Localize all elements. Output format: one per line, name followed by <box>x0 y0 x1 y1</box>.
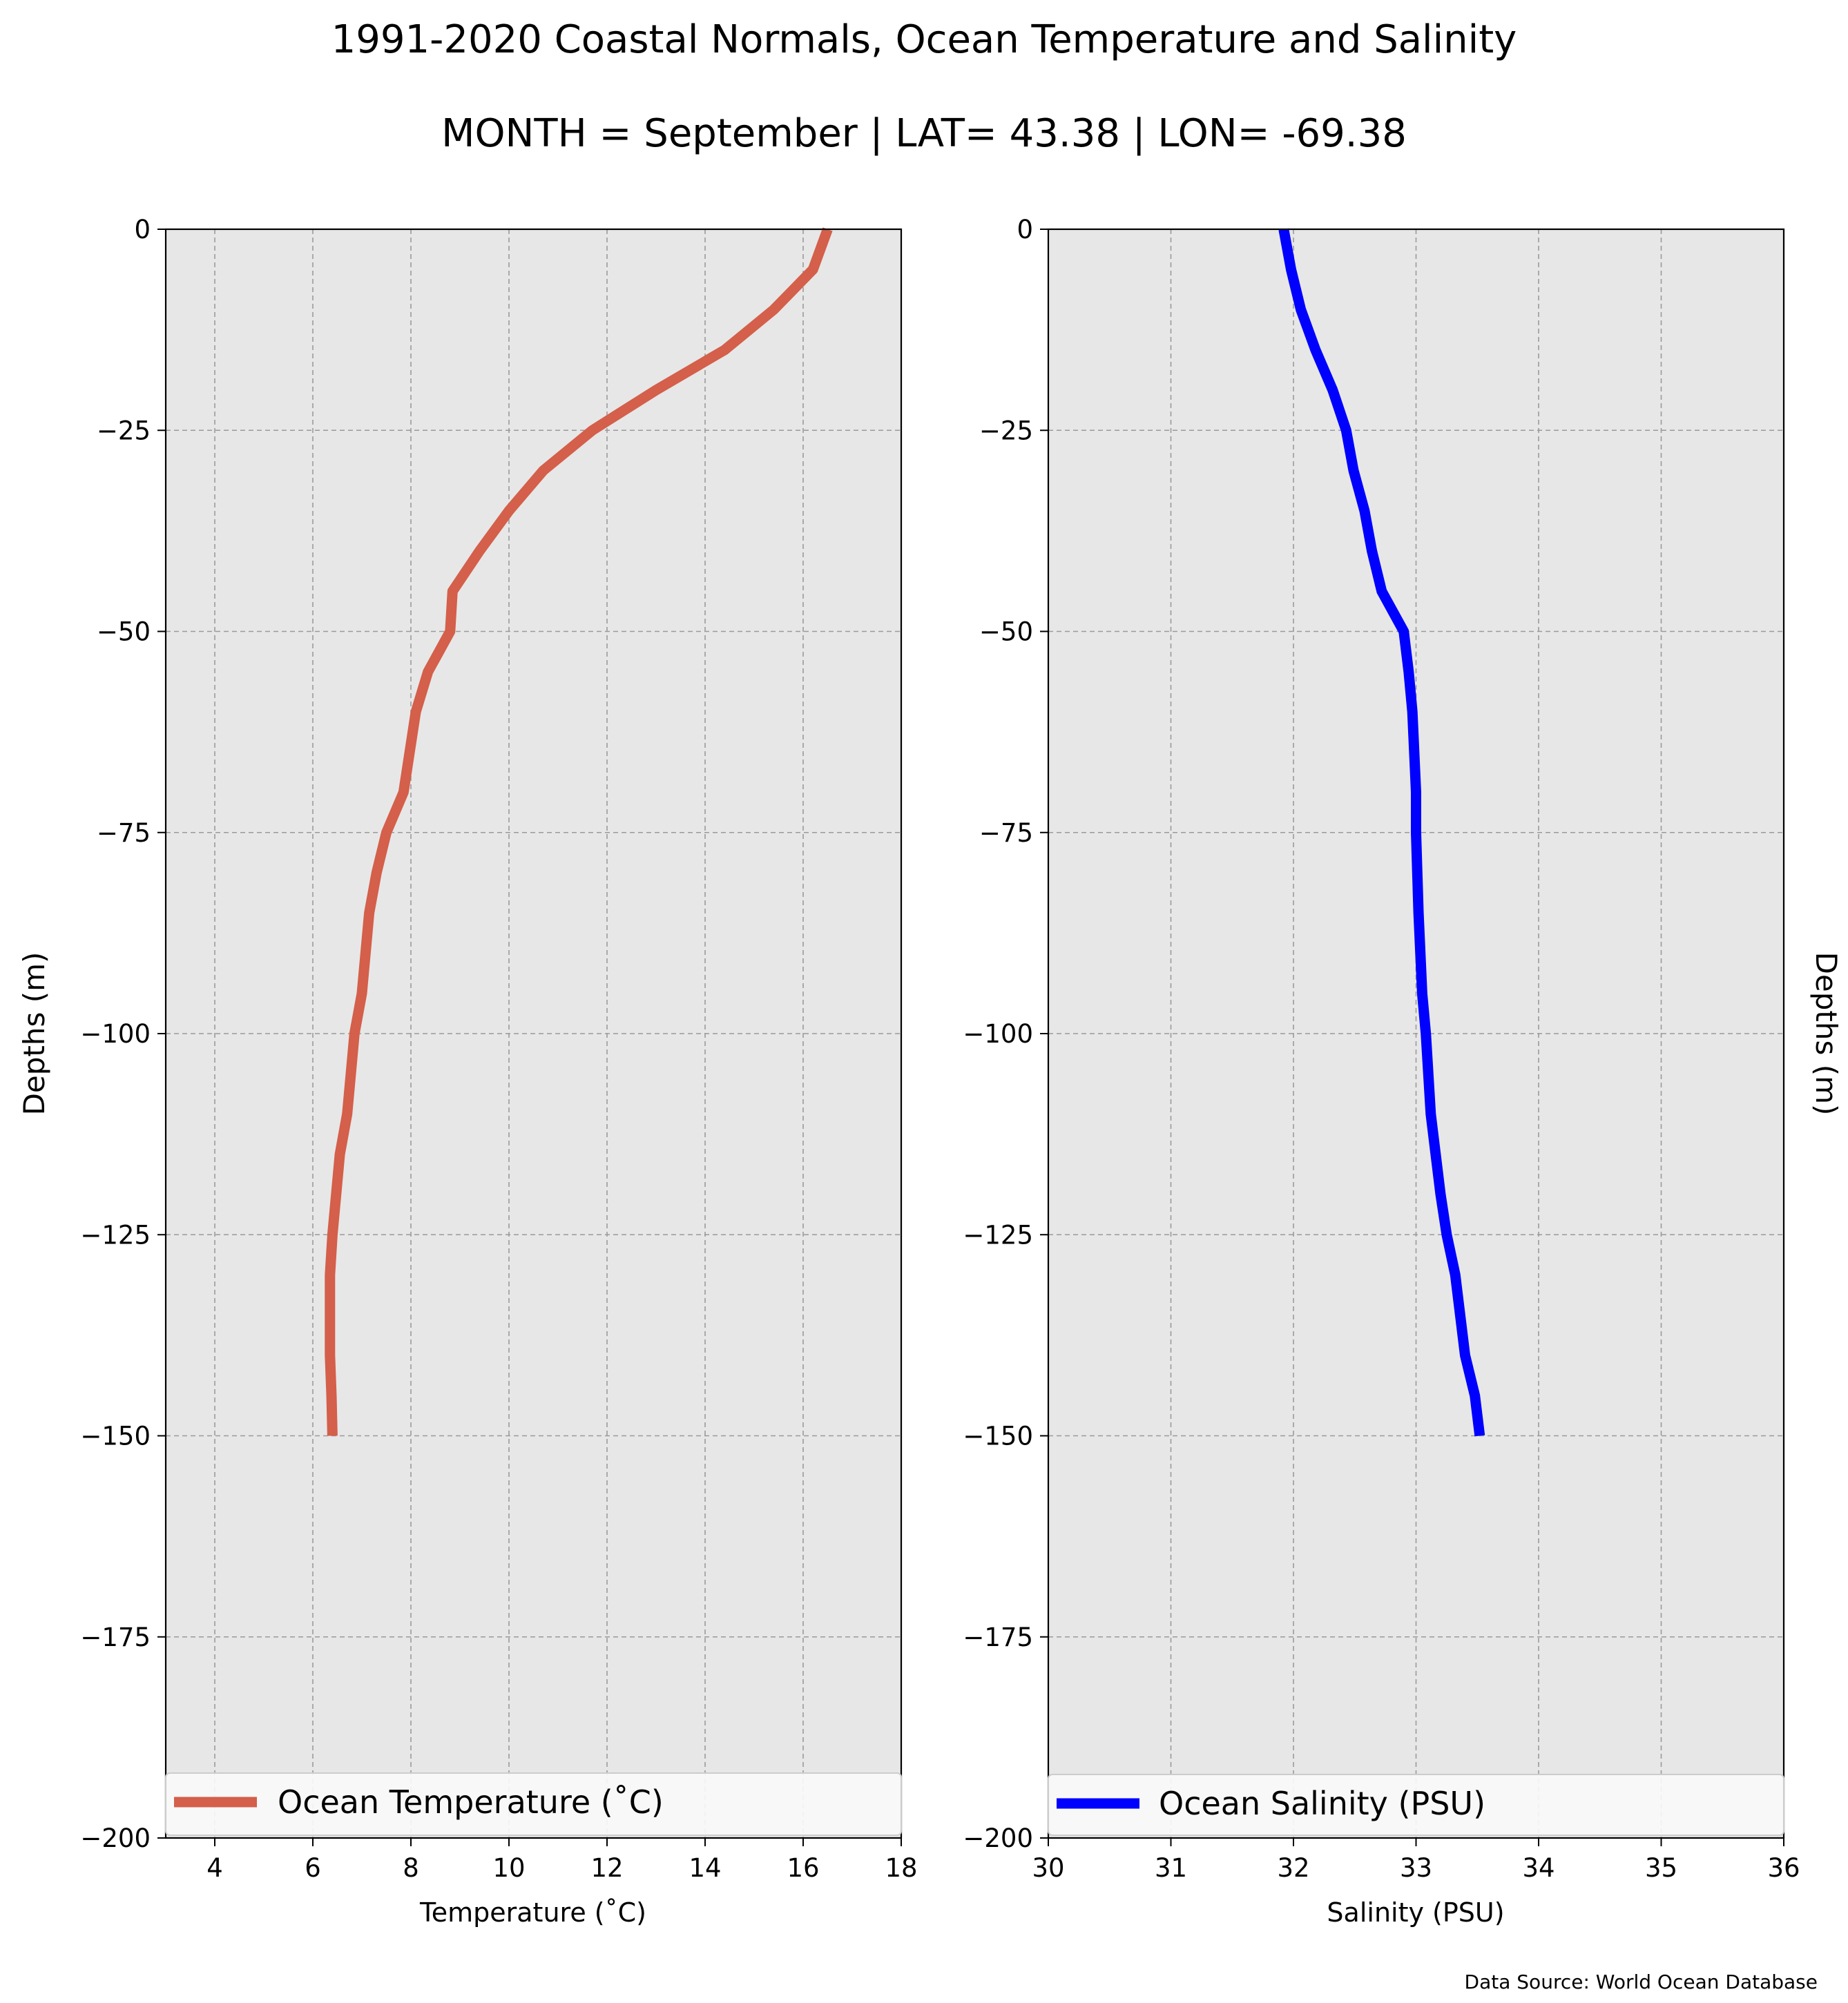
salinity-y-tick-label: −150 <box>963 1422 1033 1451</box>
salinity-y-axis-label: Depths (m) <box>1809 952 1843 1116</box>
temperature-y-tick-label: −125 <box>80 1220 151 1250</box>
temperature-y-tick-label: −75 <box>97 818 151 848</box>
temperature-x-tick-label: 10 <box>492 1853 525 1883</box>
salinity-legend-label: Ocean Salinity (PSU) <box>1159 1785 1485 1822</box>
temperature-panel: 4 6 8 10 12 14 16 18 0 −25 −50 −75 −100 −125 −150 −175 −… <box>17 215 918 1928</box>
salinity-legend: Ocean Salinity (PSU) <box>1048 1774 1784 1836</box>
salinity-y-tick-label: −50 <box>979 617 1033 647</box>
salinity-y-tick-label: −125 <box>963 1220 1033 1250</box>
salinity-series-line <box>1278 228 1485 1437</box>
salinity-y-tick-label: −200 <box>963 1823 1033 1853</box>
salinity-x-axis-label: Salinity (PSU) <box>1327 1897 1504 1928</box>
temperature-legend-label: Ocean Temperature (˚C) <box>278 1783 664 1821</box>
figure-title-line1: 1991-2020 Coastal Normals, Ocean Tempera… <box>331 17 1517 62</box>
temperature-x-tick-label: 16 <box>787 1853 819 1883</box>
temperature-y-tick-label: −25 <box>97 416 151 445</box>
salinity-y-tick-label: −25 <box>979 416 1033 445</box>
temperature-x-tick-label: 4 <box>206 1853 223 1883</box>
temperature-y-tick-label: −150 <box>80 1422 151 1451</box>
salinity-x-tick-label: 31 <box>1155 1853 1187 1883</box>
temperature-legend-box <box>165 1772 902 1836</box>
temperature-series-line <box>325 227 833 1436</box>
salinity-x-tick-label: 36 <box>1767 1853 1800 1883</box>
temperature-legend: Ocean Temperature (˚C) <box>165 1772 902 1836</box>
temperature-y-tick-label: 0 <box>134 215 151 244</box>
temperature-x-axis-label: Temperature (˚C) <box>419 1897 646 1928</box>
temperature-y-axis-label: Depths (m) <box>17 952 51 1116</box>
data-source-note: Data Source: World Ocean Database <box>1465 1971 1818 1993</box>
temperature-y-tick-label: −50 <box>97 617 151 647</box>
salinity-x-tick-label: 35 <box>1645 1853 1677 1883</box>
figure-title-line2: MONTH = September | LAT= 43.38 | LON= -6… <box>441 111 1407 156</box>
salinity-x-tick-label: 32 <box>1277 1853 1309 1883</box>
salinity-panel: 30 31 32 33 34 35 36 0 −25 −50 −75 −100 −125 −150 −175… <box>963 215 1843 1928</box>
salinity-y-tick-label: 0 <box>1017 215 1033 244</box>
salinity-y-tick-label: −75 <box>979 818 1033 848</box>
temperature-ticks: 4 6 8 10 12 14 16 18 0 −25 −50 −75 −100 −125 −150 −175 −… <box>80 215 917 1883</box>
salinity-x-tick-label: 30 <box>1032 1853 1064 1883</box>
temperature-x-tick-label: 6 <box>305 1853 321 1883</box>
temperature-y-tick-label: −100 <box>80 1019 151 1049</box>
temperature-x-tick-label: 8 <box>403 1853 419 1883</box>
salinity-ticks: 30 31 32 33 34 35 36 0 −25 −50 −75 −100 −125 −150 −175… <box>963 215 1800 1883</box>
salinity-y-tick-label: −175 <box>963 1623 1033 1652</box>
temperature-x-tick-label: 12 <box>590 1853 623 1883</box>
temperature-y-tick-label: −200 <box>80 1823 151 1853</box>
temperature-x-tick-label: 18 <box>885 1853 917 1883</box>
salinity-legend-box <box>1048 1774 1784 1836</box>
salinity-y-tick-label: −100 <box>963 1019 1033 1049</box>
salinity-x-tick-label: 33 <box>1400 1853 1432 1883</box>
temperature-y-tick-label: −175 <box>80 1623 151 1652</box>
salinity-x-tick-label: 34 <box>1522 1853 1555 1883</box>
temperature-x-tick-label: 14 <box>689 1853 721 1883</box>
